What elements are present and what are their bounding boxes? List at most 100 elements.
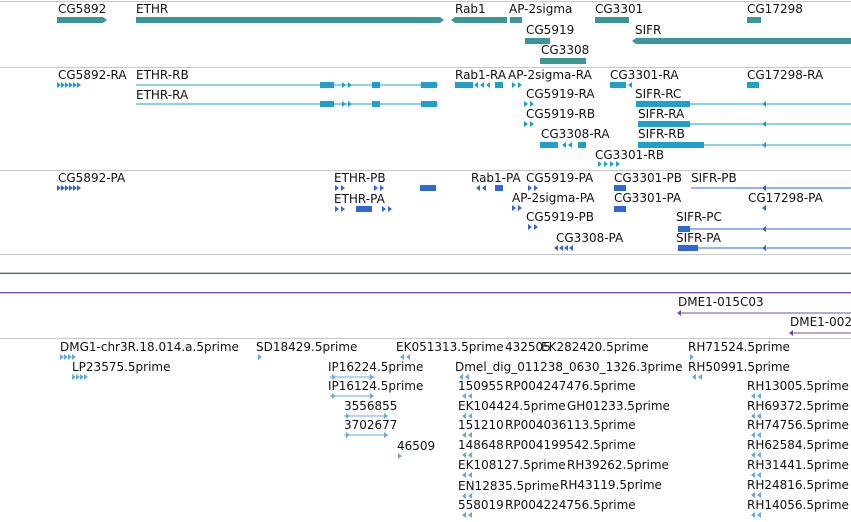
feature-ap-2sigma[interactable]: AP-2sigma	[509, 2, 572, 23]
feature-label-gh01233-5prime[interactable]: GH01233.5prime	[567, 399, 670, 413]
feature-3556855[interactable]: 3556855	[344, 399, 397, 419]
feature-label-rab1-ra[interactable]: Rab1-RA	[455, 68, 507, 82]
feature-label-ap-2sigma[interactable]: AP-2sigma	[509, 2, 572, 16]
feature-rh71524-5prime[interactable]: RH71524.5prime	[688, 340, 790, 360]
feature-label-sifr-pa[interactable]: SIFR-PA	[676, 231, 722, 245]
feature-label-en12835-5prime[interactable]: EN12835.5prime	[458, 479, 559, 493]
feature-ethr-pa[interactable]: ETHR-PA	[334, 192, 392, 212]
feature-ip16124-5prime[interactable]: IP16124.5prime	[328, 379, 423, 399]
feature-bar[interactable]	[747, 82, 759, 88]
feature-label-rp004224756-5prime[interactable]: RP004224756.5prime	[505, 498, 636, 512]
feature-rh62584-5prime[interactable]: RH62584.5prime	[747, 438, 849, 458]
feature-label-rh39262-5prime[interactable]: RH39262.5prime	[567, 458, 669, 472]
feature-rh74756-5prime[interactable]: RH74756.5prime	[747, 418, 849, 438]
feature-label-rh71524-5prime[interactable]: RH71524.5prime	[688, 340, 790, 354]
feature-label-432505[interactable]: 432505	[505, 340, 551, 354]
feature-label-ek108127-5prime[interactable]: EK108127.5prime	[458, 458, 566, 472]
feature-rp004224756-5prime[interactable]: RP004224756.5prime	[505, 498, 636, 512]
feature-bar[interactable]	[747, 17, 761, 23]
feature-bar[interactable]	[540, 142, 558, 148]
feature-label-cg5919-rb[interactable]: CG5919-RB	[526, 107, 595, 121]
feature-label-rab1-pa[interactable]: Rab1-PA	[471, 171, 521, 185]
feature-label-ek282420-5prime[interactable]: EK282420.5prime	[541, 340, 649, 354]
feature-sifr-rc[interactable]: SIFR-RC	[635, 87, 851, 107]
feature-rp004199542-5prime[interactable]: RP004199542.5prime	[505, 438, 636, 452]
feature-bar[interactable]	[421, 101, 437, 107]
feature-label-cg3301-rb[interactable]: CG3301-RB	[595, 148, 664, 162]
feature-label-3556855[interactable]: 3556855	[344, 399, 397, 413]
feature-rp004036113-5prime[interactable]: RP004036113.5prime	[505, 418, 636, 432]
feature-bar[interactable]	[495, 82, 503, 88]
feature-label-558019[interactable]: 558019	[458, 498, 504, 512]
feature-label-sifr-rc[interactable]: SIFR-RC	[635, 87, 681, 101]
feature-cg17298[interactable]: CG17298	[747, 2, 803, 23]
feature-rp004247476-5prime[interactable]: RP004247476.5prime	[505, 379, 636, 393]
feature-label-ek051313-5prime[interactable]: EK051313.5prime	[396, 340, 504, 354]
feature-rh13005-5prime[interactable]: RH13005.5prime	[747, 379, 849, 399]
feature-label-sifr-rb[interactable]: SIFR-RB	[638, 127, 685, 141]
feature-ethr-ra[interactable]: ETHR-RA	[136, 88, 438, 107]
feature-label-cg5892-ra[interactable]: CG5892-RA	[58, 68, 127, 82]
feature-label-ethr-rb[interactable]: ETHR-RB	[136, 68, 189, 82]
feature-bar[interactable]	[678, 226, 690, 232]
feature-bar[interactable]	[136, 17, 440, 23]
feature-148648[interactable]: 148648	[458, 438, 504, 458]
feature-ap-2sigma-ra[interactable]: AP-2sigma-RA	[508, 68, 593, 88]
feature-cg5892[interactable]: CG5892	[57, 2, 106, 23]
feature-label-ap-2sigma-ra[interactable]: AP-2sigma-RA	[508, 68, 593, 82]
feature-label-cg5919-pa[interactable]: CG5919-PA	[526, 171, 594, 185]
feature-label-rh14056-5prime[interactable]: RH14056.5prime	[747, 498, 849, 512]
feature-label-cg5919-pb[interactable]: CG5919-PB	[526, 210, 594, 224]
feature-cg3301-ra[interactable]: CG3301-RA	[610, 68, 679, 88]
feature-dme1-002[interactable]: DME1-002	[789, 315, 851, 336]
feature-bar[interactable]	[595, 17, 629, 23]
feature-dmel-dig-011238-0630-1326-3prime[interactable]: Dmel_dig_011238_0630_1326.3prime	[455, 360, 683, 380]
feature-bar[interactable]	[638, 121, 690, 127]
feature-432505[interactable]: 432505	[505, 340, 551, 354]
feature-sifr[interactable]: SIFR	[635, 23, 851, 44]
feature-label-cg17298-ra[interactable]: CG17298-RA	[747, 68, 824, 82]
feature-label-sifr[interactable]: SIFR	[635, 23, 661, 37]
feature-label-rh50991-5prime[interactable]: RH50991.5prime	[688, 360, 790, 374]
feature-label-cg5892-pa[interactable]: CG5892-PA	[58, 171, 126, 185]
feature-cg5919-rb[interactable]: CG5919-RB	[524, 107, 595, 127]
feature-label-46509[interactable]: 46509	[397, 439, 435, 453]
feature-ek104424-5prime[interactable]: EK104424.5prime	[458, 399, 566, 419]
feature-dme1-015c03[interactable]: DME1-015C03	[677, 295, 851, 316]
feature-label-sd18429-5prime[interactable]: SD18429.5prime	[256, 340, 357, 354]
feature-ek051313-5prime[interactable]: EK051313.5prime	[396, 340, 504, 360]
feature-ethr-pb[interactable]: ETHR-PB	[334, 171, 436, 191]
feature-label-ethr-ra[interactable]: ETHR-RA	[136, 88, 189, 102]
feature-en12835-5prime[interactable]: EN12835.5prime	[458, 479, 559, 499]
feature-sifr-ra[interactable]: SIFR-RA	[638, 107, 851, 127]
feature-rh31441-5prime[interactable]: RH31441.5prime	[747, 458, 849, 478]
feature-cg5892-pa[interactable]: CG5892-PA	[57, 171, 126, 191]
feature-bar[interactable]	[540, 58, 586, 64]
feature-bar[interactable]	[638, 142, 704, 148]
feature-label-151210[interactable]: 151210	[458, 418, 504, 432]
feature-ek108127-5prime[interactable]: EK108127.5prime	[458, 458, 566, 478]
feature-ek282420-5prime[interactable]: EK282420.5prime	[541, 340, 649, 354]
feature-label-ek104424-5prime[interactable]: EK104424.5prime	[458, 399, 566, 413]
feature-sifr-rb[interactable]: SIFR-RB	[638, 127, 851, 148]
feature-cg3308-pa[interactable]: CG3308-PA	[554, 231, 624, 251]
feature-bar[interactable]	[320, 82, 334, 88]
feature-cg3301-rb[interactable]: CG3301-RB	[595, 148, 664, 167]
feature-bar[interactable]	[510, 17, 522, 23]
feature-cg3301[interactable]: CG3301	[595, 2, 643, 23]
feature-label-sifr-pc[interactable]: SIFR-PC	[676, 210, 722, 224]
feature-bar[interactable]	[320, 101, 334, 107]
feature-label-cg3301-pb[interactable]: CG3301-PB	[614, 171, 682, 185]
feature-label-dmg1-chr3r-18-014-a-5prime[interactable]: DMG1-chr3R.18.014.a.5prime	[60, 340, 239, 354]
feature-label-cg5919-ra[interactable]: CG5919-RA	[526, 87, 595, 101]
feature-label-cg5919[interactable]: CG5919	[526, 23, 574, 37]
feature-label-rh74756-5prime[interactable]: RH74756.5prime	[747, 418, 849, 432]
feature-558019[interactable]: 558019	[458, 498, 504, 518]
feature-ethr-rb[interactable]: ETHR-RB	[136, 68, 438, 88]
feature-rh43119-5prime[interactable]: RH43119.5prime	[560, 478, 662, 492]
feature-bar[interactable]	[525, 38, 550, 44]
feature-cg17298-ra[interactable]: CG17298-RA	[747, 68, 824, 88]
feature-label-dme1-015c03[interactable]: DME1-015C03	[678, 295, 764, 309]
feature-label-148648[interactable]: 148648	[458, 438, 504, 452]
feature-bar[interactable]	[678, 245, 698, 251]
